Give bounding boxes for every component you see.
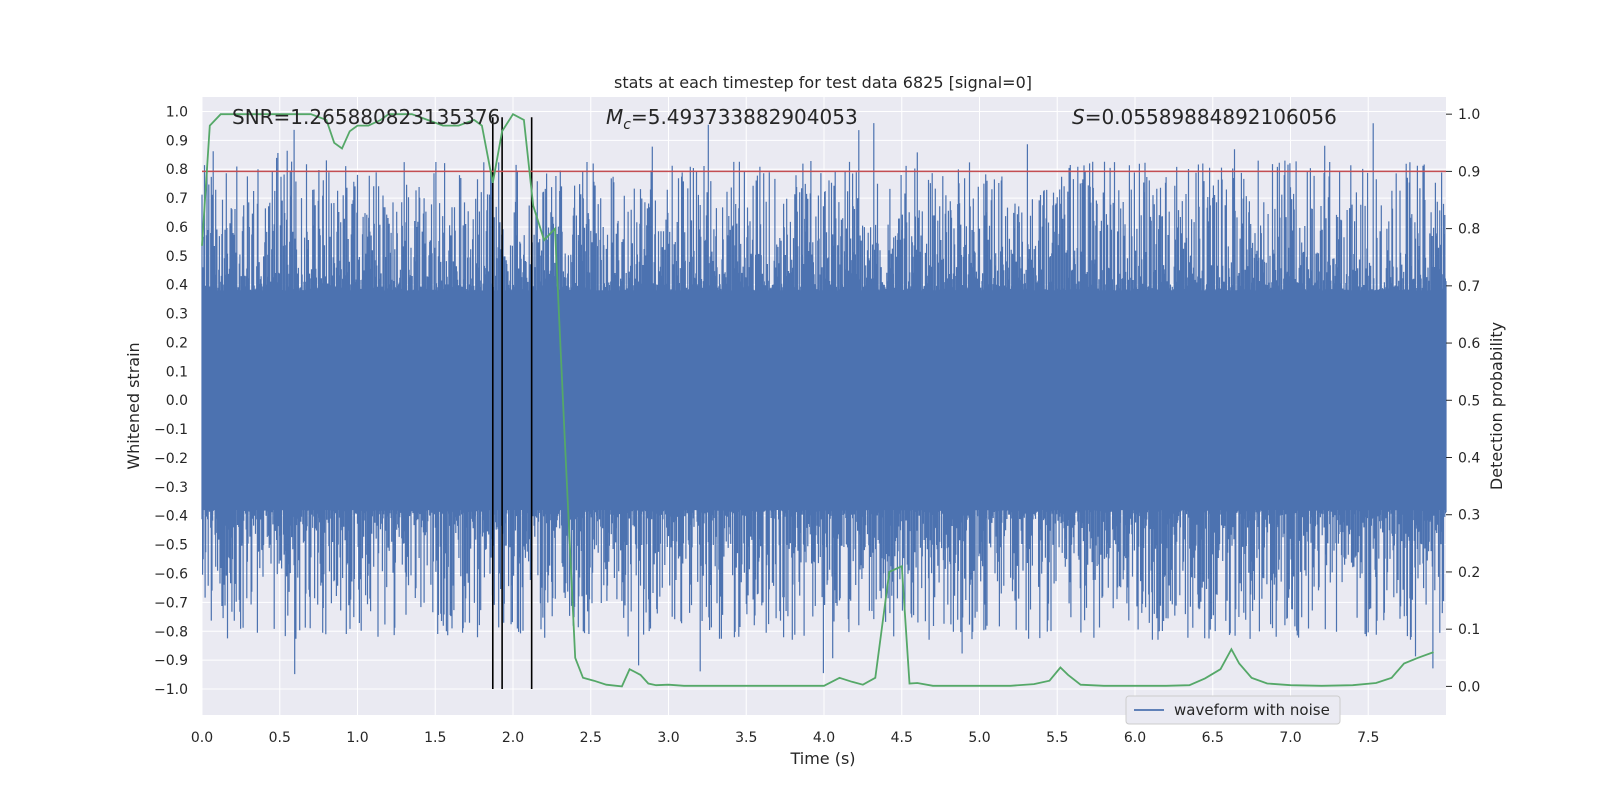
- y-right-tick-label: 0.8: [1458, 222, 1480, 238]
- legend-label: waveform with noise: [1174, 701, 1330, 719]
- y-left-tick-label: −0.7: [154, 595, 188, 611]
- x-axis-label: Time (s): [789, 749, 855, 768]
- y-left-tick-label: 0.7: [166, 191, 188, 207]
- y-left-axis-label: Whitened strain: [124, 342, 143, 469]
- x-tick-label: 6.5: [1202, 730, 1224, 746]
- y-right-axis-label: Detection probability: [1487, 322, 1506, 490]
- chirp-mass-subscript: c: [623, 117, 631, 133]
- chirp-mass-value: =5.493733882904053: [631, 105, 858, 129]
- s-symbol: S: [1072, 105, 1085, 129]
- x-tick-label: 5.5: [1046, 730, 1068, 746]
- y-left-axis-ticks: 1.0 0.9 0.8 0.7 0.6 0.5 0.4 0.3 0.2 0.1 0.0 −0.1 −0.…: [154, 104, 188, 698]
- y-left-tick-label: 0.5: [166, 249, 188, 265]
- y-left-tick-label: −0.5: [154, 538, 188, 554]
- y-left-tick-label: −1.0: [154, 682, 188, 698]
- x-tick-label: 2.5: [580, 730, 602, 746]
- x-tick-label: 3.5: [735, 730, 757, 746]
- y-left-tick-label: −0.4: [154, 509, 188, 525]
- y-left-tick-label: 0.4: [166, 278, 188, 294]
- y-left-tick-label: −0.6: [154, 566, 188, 582]
- x-tick-label: 0.0: [191, 730, 213, 746]
- y-left-tick-label: −0.2: [154, 451, 188, 467]
- legend-box: [1125, 695, 1341, 725]
- probability-series: [201, 113, 1434, 688]
- y-left-tick-label: −0.3: [154, 480, 188, 496]
- y-right-axis-ticks: 1.0 0.9 0.8 0.7 0.6 0.5 0.4 0.3 0.2 0.1 0.0: [1446, 107, 1480, 695]
- y-right-tick-label: 0.1: [1458, 622, 1480, 638]
- snr-annotation: SNR=1.265880823135376: [232, 105, 500, 129]
- s-annotation: S=0.05589884892106056: [1072, 105, 1337, 129]
- chart-title: stats at each timestep for test data 682…: [614, 73, 1032, 92]
- x-tick-label: 3.0: [657, 730, 679, 746]
- waveform-series: [201, 123, 1447, 675]
- s-value: =0.05589884892106056: [1085, 105, 1337, 129]
- y-left-tick-label: 1.0: [166, 104, 188, 120]
- x-tick-label: 6.0: [1124, 730, 1146, 746]
- x-tick-label: 7.0: [1279, 730, 1301, 746]
- y-right-tick-label: 0.6: [1458, 336, 1480, 352]
- y-left-tick-label: 0.9: [166, 133, 188, 149]
- y-right-tick-label: 0.9: [1458, 164, 1480, 180]
- y-left-tick-label: −0.9: [154, 653, 188, 669]
- y-left-tick-label: 0.6: [166, 220, 188, 236]
- y-right-tick-label: 0.0: [1458, 679, 1480, 695]
- y-left-tick-label: 0.3: [166, 307, 188, 323]
- y-left-tick-label: 0.1: [166, 364, 188, 380]
- waveform-trace: [201, 123, 1447, 675]
- y-left-tick-label: 0.8: [166, 162, 188, 178]
- x-tick-label: 2.0: [502, 730, 524, 746]
- y-right-tick-label: 1.0: [1458, 107, 1480, 123]
- y-right-tick-label: 0.2: [1458, 565, 1480, 581]
- x-tick-label: 1.0: [346, 730, 368, 746]
- probability-line: [201, 113, 1434, 688]
- x-tick-label: 5.0: [968, 730, 990, 746]
- legend: waveform with noise: [1125, 695, 1341, 725]
- chirp-mass-symbol: M: [606, 105, 623, 129]
- x-tick-label: 4.5: [891, 730, 913, 746]
- y-right-tick-label: 0.5: [1458, 393, 1480, 409]
- x-tick-label: 1.5: [424, 730, 446, 746]
- x-tick-label: 0.5: [269, 730, 291, 746]
- y-left-tick-label: 0.0: [166, 393, 188, 409]
- x-tick-label: 4.0: [813, 730, 835, 746]
- y-right-tick-label: 0.3: [1458, 508, 1480, 524]
- y-left-tick-label: −0.8: [154, 624, 188, 640]
- marker-vertical-lines: [491, 117, 533, 690]
- x-tick-label: 7.5: [1357, 730, 1379, 746]
- y-right-tick-label: 0.4: [1458, 451, 1480, 467]
- x-axis-ticks: 0.0 0.5 1.0 1.5 2.0 2.5 3.0 3.5 4.0 4.5 5.0 5.5 6.0 6…: [191, 730, 1380, 746]
- y-left-tick-label: 0.2: [166, 335, 188, 351]
- y-left-tick-label: −0.1: [154, 422, 188, 438]
- y-right-tick-label: 0.7: [1458, 279, 1480, 295]
- chirp-mass-annotation: Mc=5.493733882904053: [606, 105, 858, 133]
